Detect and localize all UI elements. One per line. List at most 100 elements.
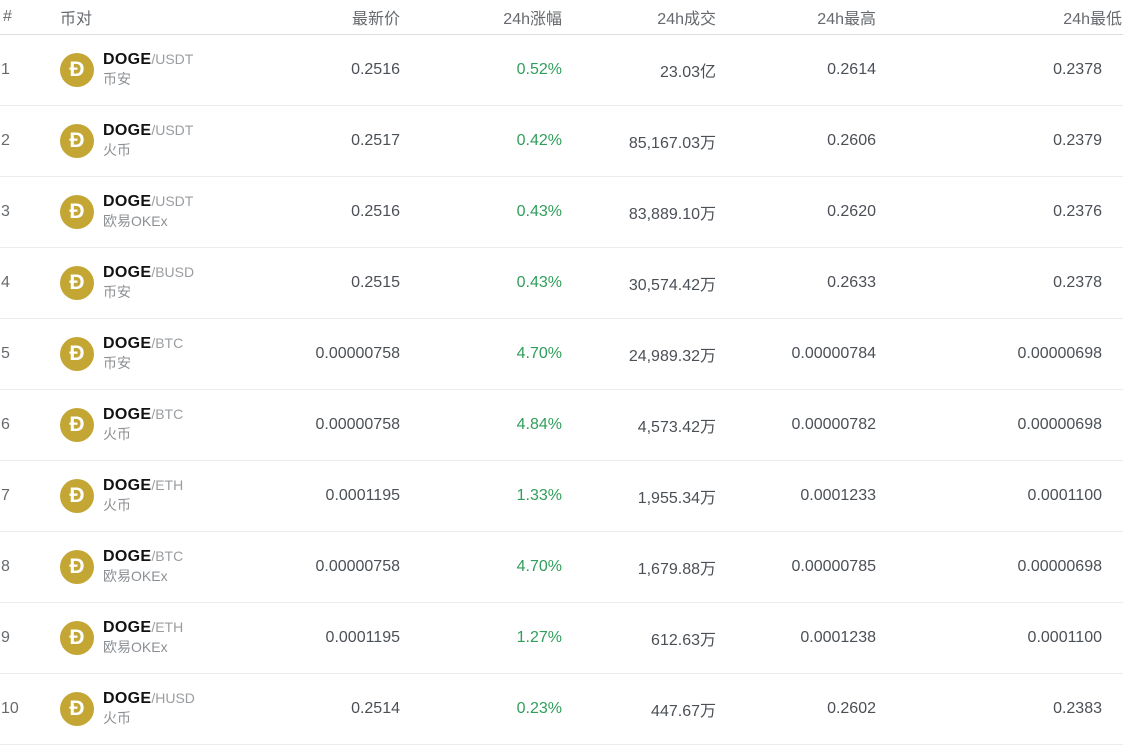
pair-cell: Đ DOGE/USDT 火币 — [60, 105, 305, 177]
pair-base-symbol: DOGE — [103, 121, 152, 139]
change-cell: 0.52% — [400, 34, 562, 106]
pair-name: DOGE/BTC — [103, 405, 183, 425]
low-cell: 0.2383 — [876, 673, 1123, 745]
pair-name: DOGE/USDT — [103, 50, 193, 70]
exchange-name: 币安 — [103, 355, 131, 372]
dogecoin-icon: Đ — [60, 194, 94, 229]
volume-cell: 1,679.88万 — [562, 531, 716, 603]
pair-quote-symbol: /BTC — [151, 405, 184, 422]
pair-name: DOGE/ETH — [103, 476, 183, 496]
volume-cell: 83,889.10万 — [562, 176, 716, 248]
price-cell: 0.2516 — [305, 176, 400, 248]
price-cell: 0.00000758 — [305, 531, 400, 603]
table-row[interactable]: 5 Đ DOGE/BTC 币安 0.00000758 4.70% 24,989.… — [0, 318, 1123, 390]
price-cell: 0.0001195 — [305, 602, 400, 674]
pair-name: DOGE/USDT — [103, 121, 193, 141]
pair-cell: Đ DOGE/BUSD 币安 — [60, 247, 305, 319]
change-cell: 4.84% — [400, 389, 562, 461]
pair-base-symbol: DOGE — [103, 618, 152, 636]
price-cell: 0.00000758 — [305, 318, 400, 390]
pair-cell: Đ DOGE/BTC 币安 — [60, 318, 305, 390]
exchange-name: 欧易OKEx — [103, 213, 168, 230]
table-row[interactable]: 7 Đ DOGE/ETH 火币 0.0001195 1.33% 1,955.34… — [0, 460, 1123, 532]
change-cell: 4.70% — [400, 531, 562, 603]
column-header-low: 24h最低 — [876, 0, 1123, 35]
dogecoin-icon: Đ — [60, 52, 94, 87]
table-row[interactable]: 10 Đ DOGE/HUSD 火币 0.2514 0.23% 447.67万 0… — [0, 673, 1123, 745]
pair-quote-symbol: /BTC — [151, 334, 184, 351]
high-cell: 0.00000782 — [716, 389, 876, 461]
exchange-name: 火币 — [103, 710, 131, 727]
dogecoin-icon: Đ — [60, 620, 94, 655]
change-cell: 1.33% — [400, 460, 562, 532]
pair-cell: Đ DOGE/ETH 火币 — [60, 460, 305, 532]
pair-cell: Đ DOGE/ETH 欧易OKEx — [60, 602, 305, 674]
volume-cell: 447.67万 — [562, 673, 716, 745]
table-row[interactable]: 9 Đ DOGE/ETH 欧易OKEx 0.0001195 1.27% 612.… — [0, 602, 1123, 674]
pair-quote-symbol: /ETH — [151, 476, 184, 493]
table-row[interactable]: 4 Đ DOGE/BUSD 币安 0.2515 0.43% 30,574.42万… — [0, 247, 1123, 319]
pair-base-symbol: DOGE — [103, 689, 152, 707]
low-cell: 0.2378 — [876, 34, 1123, 106]
pair-quote-symbol: /USDT — [151, 121, 194, 138]
table-row[interactable]: 8 Đ DOGE/BTC 欧易OKEx 0.00000758 4.70% 1,6… — [0, 531, 1123, 603]
change-cell: 0.43% — [400, 176, 562, 248]
volume-cell: 1,955.34万 — [562, 460, 716, 532]
high-cell: 0.2606 — [716, 105, 876, 177]
volume-cell: 24,989.32万 — [562, 318, 716, 390]
dogecoin-icon: Đ — [60, 123, 94, 158]
rank-cell: 10 — [0, 673, 60, 745]
price-cell: 0.00000758 — [305, 389, 400, 461]
pair-name: DOGE/HUSD — [103, 689, 195, 709]
column-header-high: 24h最高 — [716, 0, 876, 35]
price-cell: 0.2516 — [305, 34, 400, 106]
pair-base-symbol: DOGE — [103, 334, 152, 352]
exchange-name: 欧易OKEx — [103, 639, 168, 656]
rank-cell: 3 — [0, 176, 60, 248]
column-header-rank: # — [0, 0, 60, 35]
table-row[interactable]: 1 Đ DOGE/USDT 币安 0.2516 0.52% 23.03亿 0.2… — [0, 34, 1123, 106]
pair-quote-symbol: /USDT — [151, 192, 194, 209]
table-row[interactable]: 6 Đ DOGE/BTC 火币 0.00000758 4.84% 4,573.4… — [0, 389, 1123, 461]
dogecoin-icon: Đ — [60, 549, 94, 584]
column-header-volume: 24h成交 — [562, 0, 716, 35]
low-cell: 0.0001100 — [876, 460, 1123, 532]
pair-quote-symbol: /HUSD — [151, 689, 195, 706]
change-cell: 4.70% — [400, 318, 562, 390]
table-row[interactable]: 3 Đ DOGE/USDT 欧易OKEx 0.2516 0.43% 83,889… — [0, 176, 1123, 248]
dogecoin-icon: Đ — [60, 336, 94, 371]
low-cell: 0.00000698 — [876, 389, 1123, 461]
pair-base-symbol: DOGE — [103, 547, 152, 565]
pair-quote-symbol: /BTC — [151, 547, 184, 564]
change-cell: 1.27% — [400, 602, 562, 674]
rank-cell: 2 — [0, 105, 60, 177]
change-cell: 0.23% — [400, 673, 562, 745]
low-cell: 0.00000698 — [876, 531, 1123, 603]
volume-cell: 4,573.42万 — [562, 389, 716, 461]
price-cell: 0.2515 — [305, 247, 400, 319]
column-header-pair: 币对 — [60, 0, 305, 35]
pair-quote-symbol: /BUSD — [151, 263, 195, 280]
pair-name: DOGE/BTC — [103, 547, 183, 567]
low-cell: 0.0001100 — [876, 602, 1123, 674]
low-cell: 0.2376 — [876, 176, 1123, 248]
table-row[interactable]: 2 Đ DOGE/USDT 火币 0.2517 0.42% 85,167.03万… — [0, 105, 1123, 177]
rank-cell: 5 — [0, 318, 60, 390]
rank-cell: 9 — [0, 602, 60, 674]
pair-cell: Đ DOGE/USDT 欧易OKEx — [60, 176, 305, 248]
high-cell: 0.0001238 — [716, 602, 876, 674]
exchange-name: 火币 — [103, 426, 131, 443]
price-cell: 0.2517 — [305, 105, 400, 177]
high-cell: 0.2614 — [716, 34, 876, 106]
pair-base-symbol: DOGE — [103, 405, 152, 423]
pair-name: DOGE/BUSD — [103, 263, 194, 283]
pair-name: DOGE/BTC — [103, 334, 183, 354]
pair-cell: Đ DOGE/HUSD 火币 — [60, 673, 305, 745]
high-cell: 0.0001233 — [716, 460, 876, 532]
pair-base-symbol: DOGE — [103, 476, 152, 494]
volume-cell: 85,167.03万 — [562, 105, 716, 177]
change-cell: 0.43% — [400, 247, 562, 319]
high-cell: 0.2602 — [716, 673, 876, 745]
rank-cell: 4 — [0, 247, 60, 319]
